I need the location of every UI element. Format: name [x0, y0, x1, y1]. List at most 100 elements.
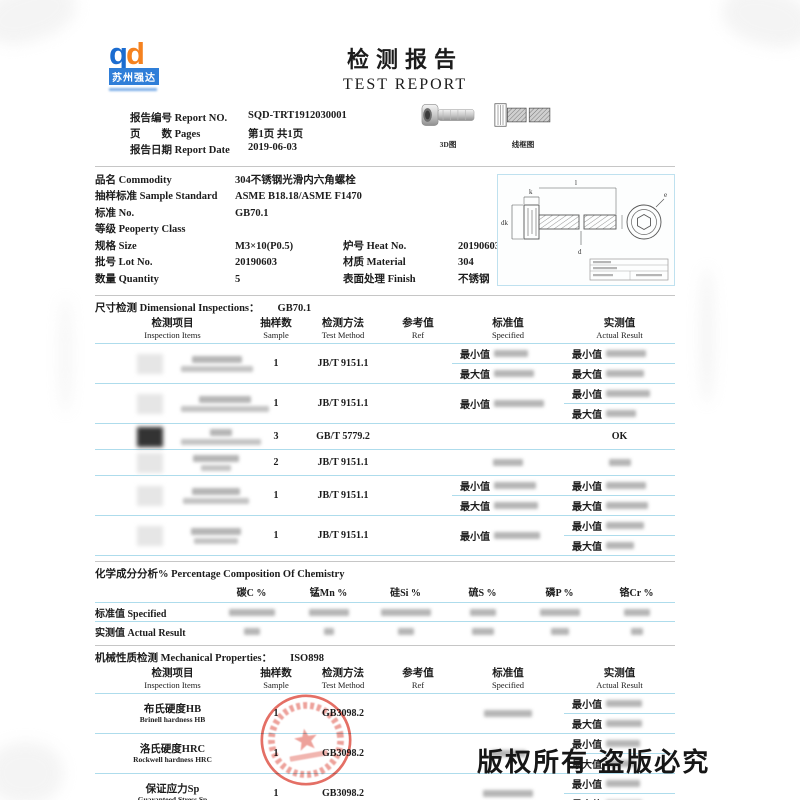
max-label: 最大值 [572, 502, 602, 513]
photo-edge-ghost [716, 0, 800, 56]
chem-value [213, 622, 290, 640]
col-zh: 参考值 [402, 318, 434, 329]
col-zh: 标准值 [492, 668, 524, 679]
table-row: 保证应力Sp Guaranteed Stress Sp 1 GB3098.2 最小… [95, 773, 675, 800]
redacted-value [494, 400, 544, 407]
min-label: 最小值 [572, 390, 602, 401]
sample-count: 3 [273, 431, 279, 442]
table-row: 1 JB/T 9151.1 最小值 最小值 最大值 [95, 383, 675, 423]
redacted-value [606, 542, 634, 549]
field-value: 20190603 [235, 257, 277, 268]
chem-value [367, 622, 444, 640]
item-zh: 保证应力Sp [145, 783, 200, 795]
redacted-value [228, 608, 275, 616]
test-method: GB3098.2 [322, 788, 364, 799]
report-meta: 报告编号 Report NO. SQD-TRT1912030001 页 数 Pa… [130, 110, 675, 158]
spec-min: 最小值 [452, 394, 564, 413]
redacted-value [483, 790, 533, 797]
spec-max: 最大值 [452, 496, 564, 515]
redacted-value [323, 627, 334, 635]
chemistry-specified-row: 标准值 Specified [95, 602, 675, 621]
table-row: 洛氏硬度HRC Rockwell hardness HRC 1 GB3098.2 … [95, 733, 675, 773]
actual-max: 最大值 [564, 794, 675, 800]
chem-value [290, 603, 367, 621]
redacted-value [181, 438, 261, 445]
table-row: 1 JB/T 9151.1 最小值 最大值 最小值 最大值 [95, 343, 675, 383]
field-label: 材质 Material [343, 257, 406, 268]
table-row: 布氏硬度HB Brinell hardness HB 1 GB3098.2 最小值… [95, 693, 675, 733]
inspection-item-cell [95, 516, 250, 555]
field-value: M3×10(P0.5) [235, 240, 294, 252]
report-title-en: TEST REPORT [342, 76, 468, 93]
chem-value [290, 622, 367, 640]
col-zh: 参考值 [402, 668, 434, 679]
actual-cell: 最小值 最大值 [564, 774, 675, 800]
logo-qd-mark: qd [109, 38, 199, 69]
specified-cell [452, 734, 564, 773]
specified-cell: 最小值 [452, 384, 564, 423]
product-info-grid: 品名 Commodity 304不锈钢光滑内六角螺栓 抽样标准 Sample S… [95, 172, 675, 288]
min-label: 最小值 [460, 400, 490, 411]
col-zh: 实测值 [603, 318, 636, 329]
section-divider [95, 166, 675, 167]
min-label: 最小值 [460, 482, 490, 493]
column-header: 实测值 Actual Result [564, 668, 675, 691]
chem-value [444, 622, 521, 640]
field-label: 等级 Peoperty Class [95, 224, 186, 235]
specified-cell [452, 424, 564, 449]
row-label: 标准值 Specified [95, 608, 167, 620]
element-header: 磷P % [545, 588, 574, 599]
actual-max: 最大值 [564, 536, 675, 555]
field-value: ASME B18.18/ASME F1470 [235, 191, 362, 202]
meta-value: SQD-TRT1912030001 [248, 110, 347, 121]
screw-drawing: dk k l d e [501, 179, 669, 281]
item-en: Guaranteed Stress Sp [137, 794, 208, 800]
redacted-item-name [163, 527, 250, 544]
actual-min: 最小值 [564, 694, 675, 714]
inspection-item-cell [95, 384, 269, 423]
item-zh: 洛氏硬度HRC [139, 743, 206, 755]
min-label: 最小值 [572, 780, 602, 791]
max-label: 最大值 [572, 760, 602, 771]
ref-value [384, 344, 452, 383]
logo-subtext [109, 88, 157, 91]
item-thumbnail [137, 353, 163, 374]
chem-value [521, 603, 598, 621]
dimensional-table-header: 检测项目 Inspection Items 抽样数 Sample 检测方法 Test … [95, 315, 675, 343]
chem-value [444, 603, 521, 621]
meta-value: 2019-06-03 [248, 142, 297, 153]
col-en: Specified [491, 330, 525, 340]
copyright-text: 版权所有 盗版必究 [477, 747, 711, 777]
chemistry-section-title: 化学成分分析% Percentage Composition Of Chemis… [95, 561, 675, 581]
item-zh: 布氏硬度HB [143, 703, 202, 715]
sample-count: 1 [273, 398, 279, 409]
meta-label: 页 数 Pages [130, 129, 201, 140]
field-value: 5 [235, 273, 241, 285]
ref-value [384, 384, 452, 423]
col-en: Actual Result [596, 330, 643, 340]
dim-label-l: l [575, 179, 577, 187]
max-label: 最大值 [572, 370, 602, 381]
meta-value: 第1页 共1页 [248, 129, 304, 140]
redacted-value [606, 760, 636, 767]
item-thumbnail [137, 452, 163, 473]
logo-company-name: 苏州强达 [109, 68, 159, 85]
sample-count: 1 [273, 788, 279, 799]
item-thumbnail [137, 525, 163, 546]
table-row: 3 GB/T 5779.2 OK [95, 423, 675, 449]
redacted-item-name [163, 395, 269, 412]
actual-max: 最大值 [564, 714, 675, 733]
field-label: 炉号 Heat No. [343, 240, 407, 252]
photo-edge-ghost [0, 742, 63, 800]
col-zh: 检测项目 [151, 318, 194, 329]
actual-cell [564, 450, 675, 475]
actual-min: 最小值 [564, 516, 675, 536]
col-en: Ref [411, 680, 425, 690]
col-zh: 检测方法 [322, 668, 364, 679]
ref-value [384, 450, 452, 475]
col-en: Actual Result [596, 680, 643, 690]
redacted-value [494, 370, 534, 377]
redacted-value [192, 454, 239, 462]
dimensional-title-text: 尺寸检测 Dimensional Inspections： [95, 303, 260, 314]
redacted-value [606, 410, 636, 417]
